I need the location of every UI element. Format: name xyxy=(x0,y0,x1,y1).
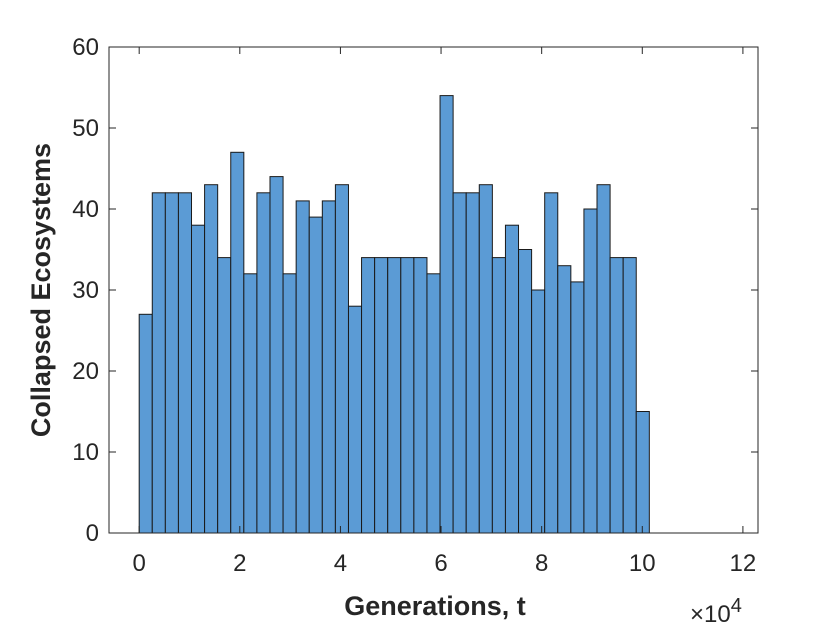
histogram-bar xyxy=(347,305,363,534)
histogram-bar xyxy=(282,273,297,534)
y-axis: 0 10 20 30 40 50 60 xyxy=(72,34,758,547)
histogram-bar xyxy=(217,257,232,534)
histogram-bar xyxy=(478,184,493,534)
y-tick-label: 60 xyxy=(72,34,99,61)
x-axis-exponent-power: 4 xyxy=(731,595,742,617)
x-tick-label: 0 xyxy=(133,550,146,577)
x-tick-label: 12 xyxy=(730,550,757,577)
histogram-bar xyxy=(557,265,572,534)
histogram-bar xyxy=(518,249,533,534)
histogram-bar xyxy=(452,192,467,534)
x-axis-exponent: ×104 xyxy=(690,595,742,628)
histogram-bar xyxy=(321,200,336,534)
y-tick-label: 0 xyxy=(86,520,99,547)
bar-group xyxy=(138,95,650,534)
x-tick-label: 10 xyxy=(629,550,656,577)
histogram-bar xyxy=(635,411,650,534)
histogram-bar xyxy=(491,257,506,534)
histogram-bar xyxy=(204,184,219,534)
histogram-bar xyxy=(622,257,637,534)
x-tick-label: 2 xyxy=(233,550,246,577)
histogram-bar xyxy=(361,257,376,534)
histogram-bar xyxy=(308,216,323,534)
histogram-bar xyxy=(334,184,349,534)
histogram-bar xyxy=(413,257,428,534)
y-tick-label: 30 xyxy=(72,277,99,304)
histogram-bar xyxy=(177,192,193,534)
x-axis-exponent-base: ×10 xyxy=(690,601,731,628)
histogram-bar xyxy=(465,192,480,534)
histogram-bar xyxy=(191,224,206,534)
y-axis-title: Collapsed Ecosystems xyxy=(26,143,56,437)
histogram-bar xyxy=(256,192,271,534)
histogram-bar xyxy=(504,224,520,534)
x-tick-label: 8 xyxy=(535,550,548,577)
y-tick-label: 50 xyxy=(72,115,99,142)
histogram-bar xyxy=(570,281,585,534)
histogram-bar xyxy=(243,273,258,534)
histogram-bar xyxy=(544,192,559,534)
x-tick-label: 4 xyxy=(334,550,347,577)
histogram-bar xyxy=(138,313,153,534)
histogram-bar xyxy=(230,151,245,534)
y-tick-label: 20 xyxy=(72,358,99,385)
x-axis: 0 2 4 6 8 10 12 xyxy=(133,47,757,577)
histogram-bar xyxy=(400,257,415,534)
histogram-bar xyxy=(387,257,402,534)
histogram-bar xyxy=(596,184,611,534)
histogram-bar xyxy=(439,95,454,534)
histogram-bar xyxy=(426,273,441,534)
x-axis-title: Generations, t xyxy=(344,591,526,621)
histogram-bar xyxy=(164,192,179,534)
histogram-bar xyxy=(531,289,546,534)
y-tick-label: 40 xyxy=(72,196,99,223)
histogram-bar xyxy=(374,257,389,534)
histogram-bar xyxy=(609,257,624,534)
histogram-bar xyxy=(269,176,284,534)
y-tick-label: 10 xyxy=(72,439,99,466)
histogram-bar xyxy=(583,208,598,534)
histogram-bar xyxy=(151,192,166,534)
x-tick-label: 6 xyxy=(434,550,447,577)
histogram-bar xyxy=(295,200,310,534)
